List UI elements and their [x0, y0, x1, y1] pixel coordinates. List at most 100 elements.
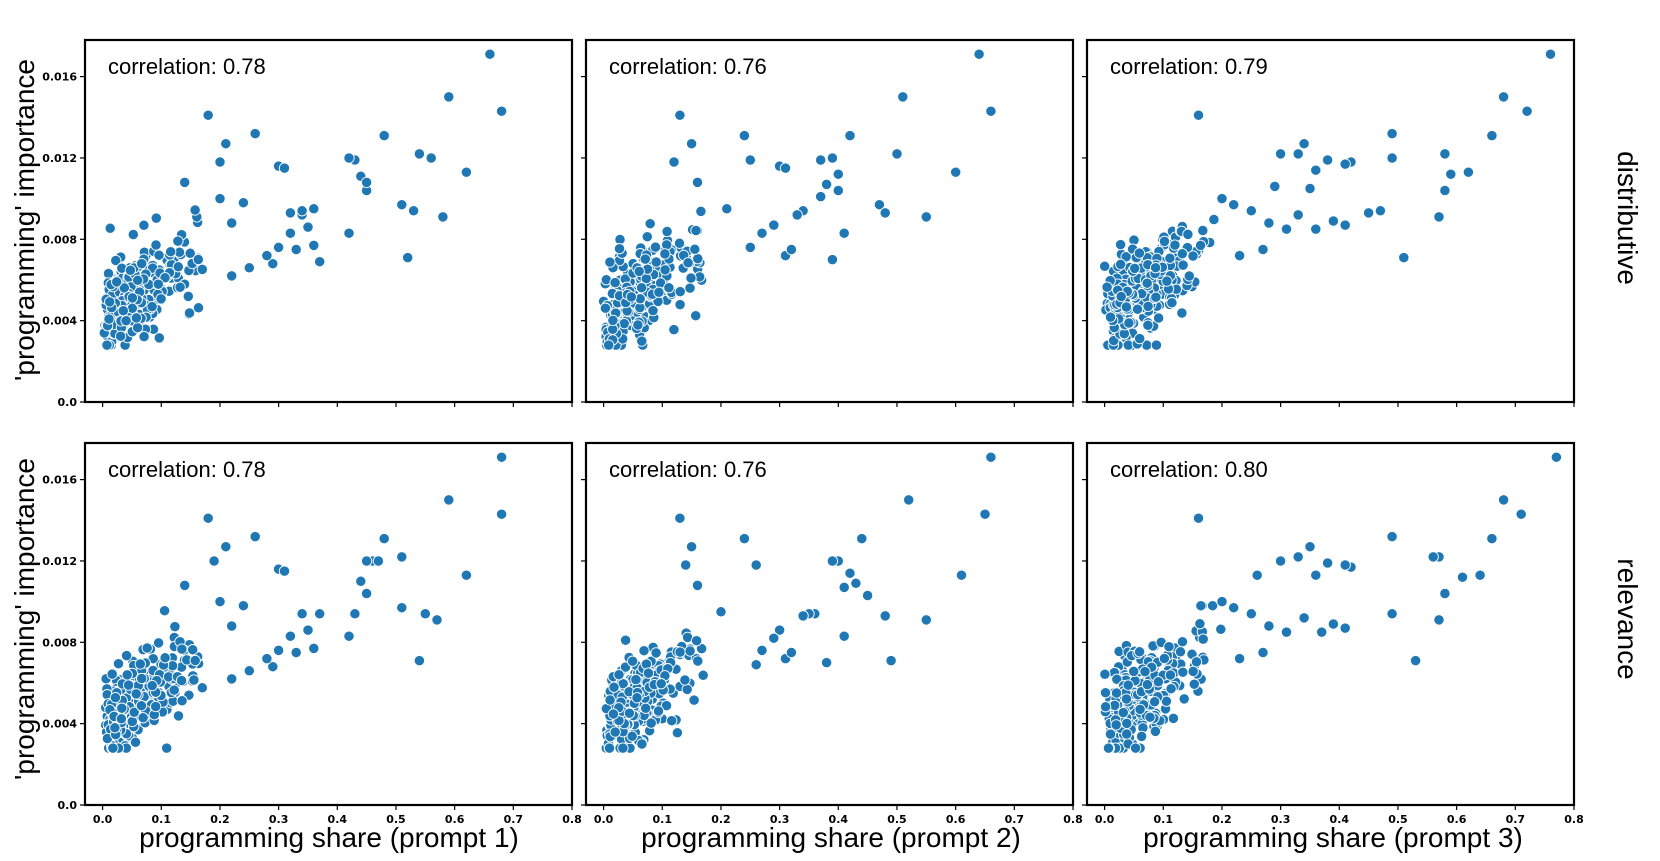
panel-relevance-prompt-1: 0.0 0.1 0.2 0.3 0.4 0.5 0.6 0.7 0.8 0.0 0.004 0.008…: [42, 441, 582, 826]
scatter-points: [600, 451, 997, 754]
scatter-point: [879, 610, 891, 622]
scatter-point: [1192, 109, 1205, 121]
scatter-point: [885, 654, 897, 667]
scatter-point: [1445, 168, 1457, 180]
scatter-point: [103, 313, 115, 325]
scatter-point: [690, 635, 703, 647]
y-tick-label: 0.008: [42, 233, 77, 246]
scatter-point: [284, 630, 297, 642]
scatter-point: [122, 679, 135, 691]
scatter-point: [208, 555, 220, 567]
xlabel-prompt-3: programming share (prompt 3): [1143, 822, 1523, 853]
scatter-point: [107, 742, 119, 754]
x-tick-label: 0.7: [1005, 813, 1025, 826]
scatter-point: [1456, 571, 1469, 583]
x-tick-label: 0.4: [1330, 813, 1350, 826]
scatter-point: [785, 646, 798, 659]
scatter-point: [744, 241, 756, 254]
scatter-point: [1131, 303, 1144, 315]
x-tick-label: 0.8: [1063, 813, 1083, 826]
scatter-point: [668, 156, 680, 168]
x-tick-label: 0.2: [1212, 813, 1232, 826]
scatter-point: [642, 667, 655, 679]
scatter-point: [226, 217, 238, 229]
scatter-point: [443, 494, 455, 506]
scatter-point: [820, 178, 833, 191]
scatter-point: [1134, 332, 1146, 345]
scatter-point: [174, 281, 186, 293]
scatter-point: [431, 614, 443, 626]
scatter-point: [146, 679, 158, 692]
scatter-point: [1433, 211, 1445, 223]
scatter-point: [1102, 742, 1115, 754]
scatter-points: [597, 48, 997, 351]
scatter-point: [692, 655, 704, 667]
scatter-point: [267, 258, 279, 270]
y-tick-label: 0.016: [42, 71, 77, 84]
scatter-point: [826, 555, 839, 567]
scatter-point: [372, 555, 385, 567]
scatter-point: [630, 673, 642, 686]
scatter-point: [815, 190, 827, 203]
x-tick-label: 0.0: [1095, 813, 1115, 826]
scatter-point: [176, 643, 188, 655]
scatter-points: [98, 48, 508, 351]
scatter-point: [425, 152, 437, 164]
scatter-point: [625, 291, 637, 303]
scatter-point: [647, 304, 659, 317]
scatter-point: [129, 736, 142, 748]
scatter-point: [1110, 719, 1122, 731]
scatter-point: [604, 694, 616, 706]
scatter-point: [278, 162, 291, 174]
scatter-point: [152, 637, 165, 649]
scatter-point: [1439, 587, 1451, 600]
scatter-point: [1398, 251, 1410, 264]
panel-distributive-prompt-3: correlation: 0.79: [1082, 38, 1576, 407]
scatter-point: [308, 642, 320, 655]
scatter-point: [314, 608, 326, 620]
scatter-points: [1099, 48, 1557, 351]
scatter-point: [249, 530, 261, 543]
scatter-point: [150, 239, 162, 251]
scatter-point: [196, 263, 208, 276]
scatter-point: [1215, 623, 1227, 635]
scatter-point: [1149, 262, 1162, 274]
scatter-point: [117, 305, 129, 317]
scatter-point: [141, 642, 153, 654]
scatter-point: [650, 256, 662, 268]
scatter-point: [671, 727, 684, 739]
scatter-point: [150, 212, 162, 224]
scatter-point: [214, 192, 226, 205]
plot-frame: [584, 441, 1075, 807]
scatter-point: [856, 532, 868, 545]
scatter-point: [1120, 301, 1133, 313]
scatter-point: [1486, 129, 1498, 142]
scatter-point: [1152, 676, 1165, 688]
scatter-point: [1339, 158, 1351, 170]
panel-relevance-prompt-3: 0.0 0.1 0.2 0.3 0.4 0.5 0.6 0.7 0.8 correlation: …: [1082, 441, 1584, 826]
scatter-point: [1123, 317, 1135, 329]
scatter-point: [1304, 541, 1316, 553]
scatter-point: [1304, 182, 1316, 195]
scatter-point: [626, 730, 638, 742]
scatter-point: [1101, 281, 1113, 293]
scatter-point: [1233, 652, 1246, 665]
scatter-point: [1257, 243, 1269, 256]
scatter-point: [1141, 678, 1154, 691]
scatter-point: [419, 608, 431, 620]
scatter-point: [1099, 701, 1112, 713]
scatter-point: [653, 286, 665, 298]
scatter-point: [1152, 312, 1165, 324]
scatter-point: [768, 632, 780, 644]
scatter-point: [603, 339, 615, 351]
scatter-point: [861, 589, 874, 602]
scatter-point: [650, 647, 662, 659]
scatter-point: [460, 166, 473, 178]
x-tick-label: 0.7: [1506, 813, 1526, 826]
scatter-point: [172, 235, 184, 247]
scatter-point: [691, 579, 704, 592]
scatter-point: [715, 606, 727, 618]
scatter-point: [679, 674, 691, 686]
scatter-point: [102, 267, 115, 280]
y-tick-label: 0.0: [58, 396, 78, 409]
